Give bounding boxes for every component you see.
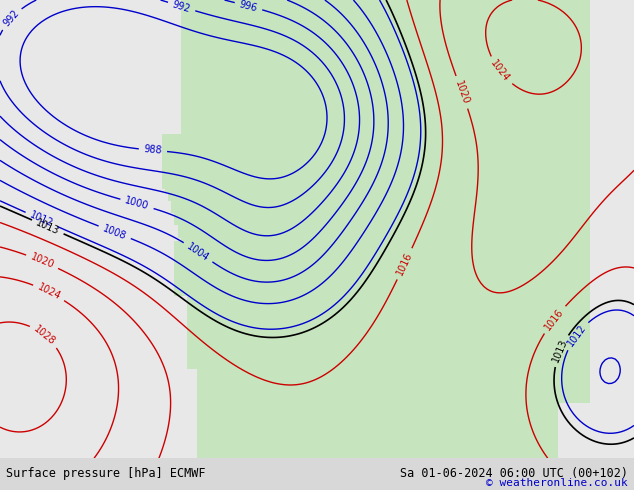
Text: 1008: 1008 [101,223,128,241]
Text: 1013: 1013 [551,337,570,364]
Text: 992: 992 [171,0,192,14]
Text: 1028: 1028 [32,324,57,347]
Text: 1012: 1012 [566,322,588,348]
Text: 1016: 1016 [543,307,566,332]
Text: 1020: 1020 [29,252,56,270]
Text: 1016: 1016 [395,251,415,277]
Text: 1020: 1020 [453,79,471,105]
Text: 1024: 1024 [489,58,512,84]
Text: 1004: 1004 [185,241,211,263]
Text: 1000: 1000 [124,196,150,212]
Text: 1012: 1012 [28,210,55,229]
Text: 988: 988 [143,145,162,156]
Text: Sa 01-06-2024 06:00 UTC (00+102): Sa 01-06-2024 06:00 UTC (00+102) [399,467,628,480]
Text: 996: 996 [238,0,259,13]
Text: 992: 992 [1,8,21,28]
Text: 1024: 1024 [36,282,62,302]
Text: © weatheronline.co.uk: © weatheronline.co.uk [486,478,628,489]
Text: 1013: 1013 [35,218,61,237]
Text: Surface pressure [hPa] ECMWF: Surface pressure [hPa] ECMWF [6,467,206,480]
